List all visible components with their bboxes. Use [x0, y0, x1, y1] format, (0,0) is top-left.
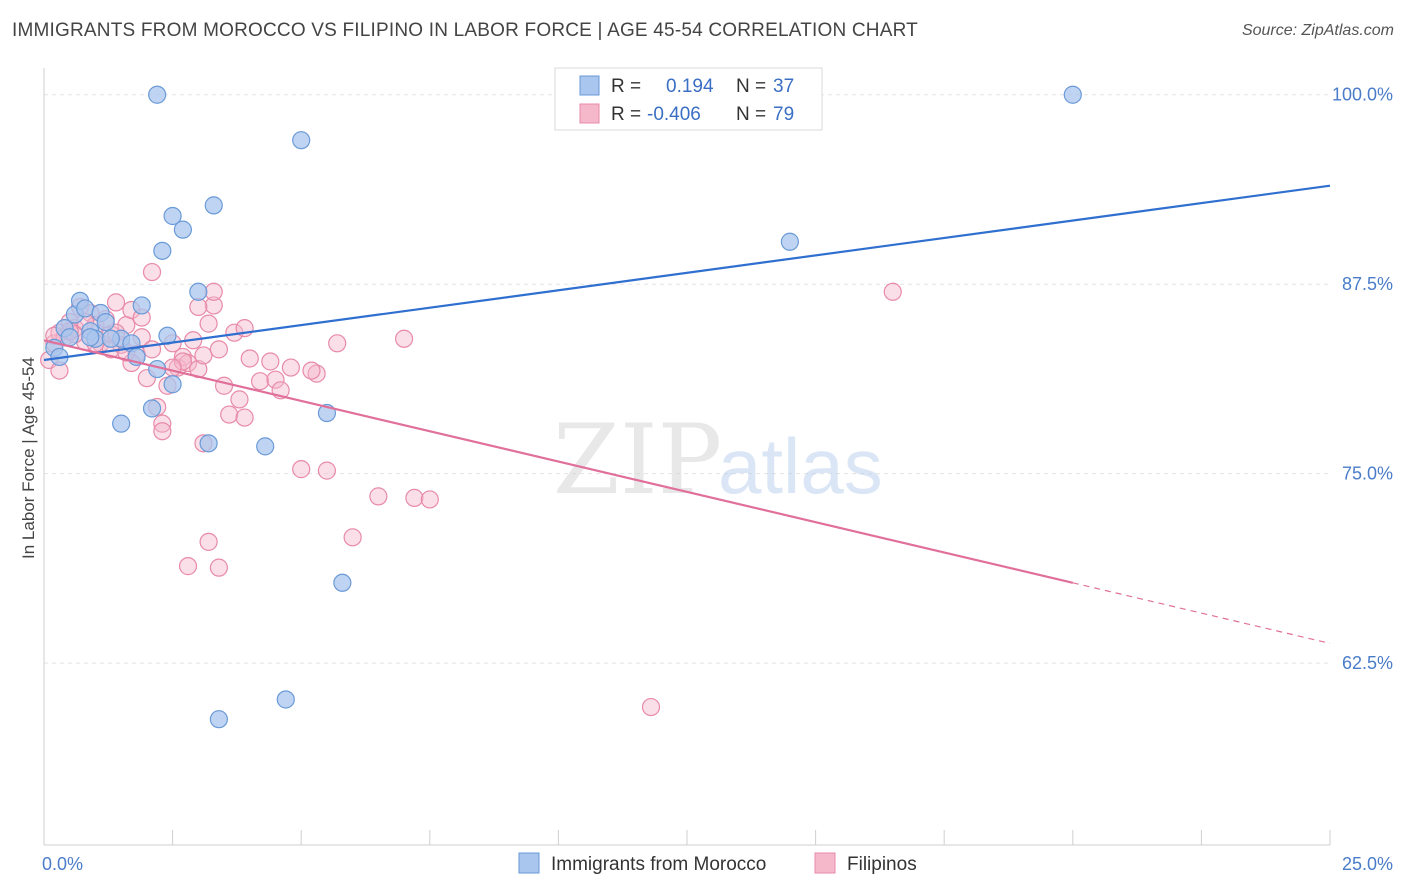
chart-source: Source: ZipAtlas.com	[1241, 22, 1394, 39]
filipinos-point-37	[230, 390, 249, 409]
correlation-legend: R = 0.194 N = 37 R = -0.406 N = 79	[554, 67, 823, 131]
filipinos-point-44	[317, 461, 337, 480]
chart-title: IMMIGRANTS FROM MOROCCO VS FILIPINO IN L…	[12, 20, 918, 41]
morocco-point-22	[173, 220, 192, 239]
morocco-point-21	[163, 375, 182, 394]
filipinos-point-54	[189, 297, 208, 317]
series-morocco-points	[45, 85, 1082, 729]
bottom-legend-swatch-filipinos	[814, 852, 836, 874]
morocco-point-18	[153, 241, 172, 260]
filipinos-point-55	[204, 282, 223, 301]
morocco-point-34	[101, 329, 120, 348]
watermark-atlas: atlas	[718, 422, 883, 510]
filipinos-point-35	[220, 405, 239, 424]
filipinos-point-32	[204, 296, 223, 315]
morocco-point-26	[209, 710, 228, 729]
axes	[43, 68, 1331, 846]
grid-lines	[44, 94, 1330, 664]
filipinos-point-43	[292, 460, 311, 479]
filipinos-point-70	[302, 361, 321, 380]
legend-n-label-morocco: N =	[736, 76, 766, 97]
filipinos-point-31	[199, 314, 218, 333]
x-tick-labels: 0.0% 25.0%	[42, 854, 1393, 874]
y-tick-label-2: 75.0%	[1342, 464, 1393, 484]
legend-swatch-morocco	[579, 75, 600, 96]
filipinos-point-20	[142, 340, 162, 359]
filipinos-point-30	[194, 346, 213, 365]
filipinos-point-57	[199, 532, 218, 551]
filipinos-point-68	[261, 352, 280, 371]
morocco-point-35	[780, 232, 799, 251]
filipinos-point-46	[343, 528, 362, 547]
morocco-point-33	[81, 328, 100, 347]
morocco-point-27	[256, 437, 275, 456]
x-tick-label-0: 0.0%	[42, 854, 83, 874]
filipinos-point-34	[214, 376, 234, 395]
morocco-trend-line	[43, 184, 1331, 362]
filipinos-point-47	[369, 487, 388, 506]
filipinos-point-76	[883, 282, 902, 301]
filipinos-point-33	[209, 340, 228, 359]
filipinos-point-50	[420, 490, 439, 509]
y-tick-label-1: 87.5%	[1342, 274, 1393, 294]
filipinos-trend-line	[43, 339, 1074, 584]
filipinos-point-48	[394, 329, 414, 348]
y-tick-label-3: 62.5%	[1342, 653, 1393, 673]
filipinos-point-66	[173, 352, 192, 371]
trend-lines	[43, 184, 1331, 644]
filipinos-point-75	[641, 697, 661, 717]
filipinos-point-39	[240, 349, 259, 368]
series-legend: Immigrants from Morocco Filipinos	[518, 852, 917, 875]
morocco-point-28	[276, 690, 295, 709]
morocco-point-10	[96, 312, 115, 332]
legend-n-value-morocco: 37	[773, 76, 794, 97]
morocco-point-29	[292, 131, 311, 150]
legend-r-label-morocco: R =	[611, 76, 641, 97]
legend-r-value-filipinos: -0.406	[647, 104, 701, 125]
filipinos-point-45	[328, 334, 347, 353]
morocco-point-24	[199, 434, 218, 453]
bottom-legend-label-filipinos: Filipinos	[847, 854, 917, 875]
y-axis-label: In Labor Force | Age 45-54	[19, 357, 38, 559]
morocco-point-17	[148, 85, 167, 104]
morocco-point-3	[60, 328, 79, 347]
filipinos-point-42	[281, 358, 301, 377]
filipinos-point-56	[153, 422, 172, 441]
filipinos-point-41	[266, 370, 285, 389]
morocco-point-31	[333, 573, 352, 592]
y-tick-label-0: 100.0%	[1332, 85, 1393, 105]
watermark: ZIP atlas	[553, 404, 883, 516]
morocco-point-15	[142, 399, 162, 418]
morocco-point-36	[1063, 85, 1082, 104]
morocco-point-20	[163, 206, 182, 226]
filipinos-trend-extension	[1072, 582, 1331, 644]
legend-r-label-filipinos: R =	[611, 104, 641, 125]
filipinos-point-49	[405, 488, 424, 508]
filipinos-point-40	[250, 372, 270, 391]
x-tick-label-1: 25.0%	[1342, 854, 1393, 874]
filipinos-point-73	[163, 358, 182, 377]
filipinos-point-13	[106, 293, 126, 312]
bottom-legend-swatch-morocco	[518, 852, 540, 874]
filipinos-point-51	[178, 557, 198, 576]
morocco-point-32	[112, 414, 131, 433]
filipinos-point-38	[235, 408, 254, 427]
filipinos-point-52	[209, 558, 228, 577]
legend-r-value-morocco: 0.194	[666, 76, 714, 97]
watermark-zip: ZIP	[553, 404, 722, 516]
filipinos-point-22	[153, 414, 172, 433]
legend-swatch-filipinos	[579, 103, 600, 124]
morocco-point-6	[76, 299, 95, 318]
y-tick-labels: 100.0% 87.5% 75.0% 62.5%	[1332, 85, 1393, 673]
morocco-point-14	[132, 296, 151, 315]
legend-n-value-filipinos: 79	[773, 104, 794, 125]
filipinos-point-69	[307, 364, 326, 383]
morocco-point-23	[189, 282, 208, 301]
morocco-point-25	[204, 196, 223, 215]
filipinos-point-53	[142, 262, 162, 282]
bottom-legend-label-morocco: Immigrants from Morocco	[551, 854, 766, 875]
legend-n-label-filipinos: N =	[736, 104, 766, 125]
